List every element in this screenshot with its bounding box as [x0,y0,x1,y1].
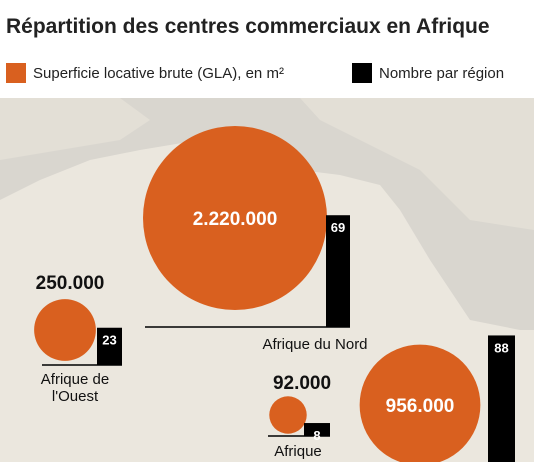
legend-swatch [6,63,26,83]
bar-label: 69 [331,220,345,235]
bubble [269,396,307,434]
region-label: Afrique du Nord [262,336,368,353]
bar-label: 8 [313,428,320,443]
value-label: 956.000 [386,396,455,417]
value-label: 92.000 [273,373,331,394]
bar [488,335,515,462]
legend-label: Nombre par région [379,65,504,82]
value-label: 250.000 [36,273,105,294]
region-label: Afrique de l'Ouest [40,371,110,405]
bar [326,215,350,327]
bar-label: 23 [102,333,116,348]
bubble [143,126,327,310]
region-label: Afrique [274,443,322,460]
legend-swatch [352,63,372,83]
map-land [0,98,534,230]
value-label: 2.220.000 [193,209,278,230]
legend-label: Superficie locative brute (GLA), en m² [33,65,284,82]
bar [304,423,330,436]
bar-label: 88 [494,340,508,355]
bubble [359,344,481,462]
bubble [34,299,96,361]
chart-title: Répartition des centres commerciaux en A… [6,15,490,38]
bar [97,327,122,365]
